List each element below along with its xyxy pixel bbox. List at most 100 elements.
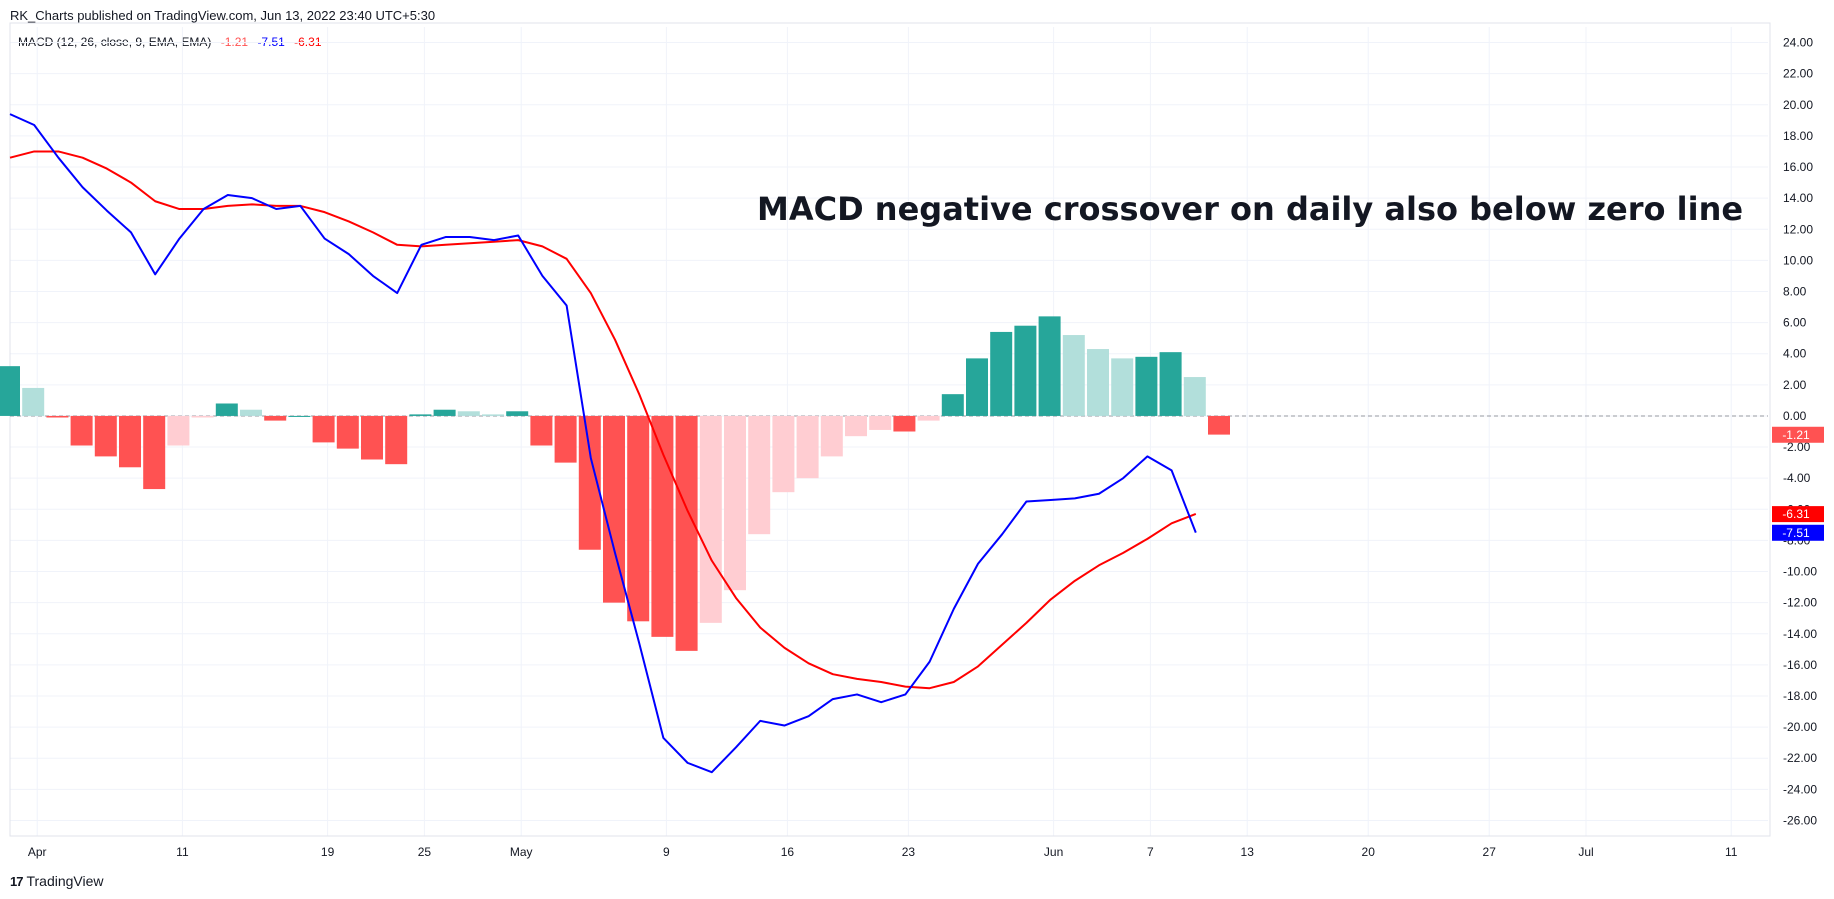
- histogram-bar: [482, 414, 504, 416]
- histogram-bar: [820, 415, 843, 457]
- macd-line: [9, 113, 1197, 774]
- signal-line: [9, 150, 1197, 690]
- x-tick-label: 25: [418, 845, 432, 859]
- x-tick-label: 11: [176, 845, 189, 859]
- histogram-bar: [70, 415, 93, 446]
- histogram-bar: [336, 415, 359, 449]
- y-tick-label: -4.00: [1783, 471, 1811, 485]
- histogram-bar: [869, 415, 892, 430]
- histogram-bar: [796, 415, 819, 479]
- last-value-signal-bg: [1772, 506, 1824, 523]
- y-tick-label: 8.00: [1783, 284, 1807, 298]
- histogram-bar: [1062, 335, 1085, 416]
- y-tick-label: 2.00: [1783, 378, 1807, 392]
- x-tick-label: 27: [1483, 845, 1497, 859]
- histogram-bar: [1135, 356, 1158, 416]
- histogram-bar: [554, 415, 577, 463]
- histogram-bar: [530, 415, 553, 446]
- last-value-histogram-bg: [1772, 426, 1824, 443]
- legend-signal-value: -6.31: [294, 35, 322, 49]
- tradingview-logo-icon: 17: [10, 873, 24, 889]
- y-tick-label: 14.00: [1783, 191, 1813, 205]
- histogram-bar: [845, 415, 867, 437]
- chart-annotation: MACD negative crossover on daily also be…: [757, 190, 1743, 228]
- x-tick-label: May: [510, 845, 533, 859]
- y-tick-label: 10.00: [1783, 253, 1813, 267]
- x-tick-label: 16: [781, 845, 795, 859]
- histogram-bar: [240, 409, 262, 416]
- histogram-bar: [1038, 316, 1061, 416]
- histogram-bar: [603, 415, 625, 603]
- histogram-bar: [772, 415, 795, 493]
- x-tick-label: 9: [663, 845, 670, 859]
- y-tick-label: 24.00: [1783, 36, 1813, 50]
- histogram-bar: [627, 415, 650, 622]
- x-tick-label: Apr: [28, 845, 47, 859]
- footer: 17 TradingView: [10, 873, 104, 889]
- histogram-bar: [22, 387, 45, 416]
- y-tick-label: 22.00: [1783, 67, 1813, 81]
- y-tick-label: -14.00: [1783, 627, 1817, 641]
- histogram-bar: [361, 415, 383, 460]
- y-tick-label: -2.00: [1783, 440, 1811, 454]
- x-tick-label: 23: [902, 845, 916, 859]
- footer-brand: TradingView: [26, 873, 104, 889]
- histogram-bar: [409, 414, 432, 416]
- x-tick-label: 7: [1147, 845, 1154, 859]
- y-tick-label: 4.00: [1783, 347, 1807, 361]
- y-tick-label: -12.00: [1783, 596, 1817, 610]
- x-tick-label: Jul: [1578, 845, 1593, 859]
- histogram-bar: [748, 415, 771, 535]
- histogram-bar: [264, 415, 287, 421]
- x-tick-label: 20: [1362, 845, 1376, 859]
- histogram-bar: [578, 415, 601, 550]
- y-tick-label: 12.00: [1783, 222, 1813, 236]
- last-value-macd: -7.51: [1782, 526, 1810, 540]
- histogram-bar: [167, 415, 190, 446]
- x-tick-label: 19: [321, 845, 335, 859]
- histogram-bar: [312, 415, 335, 443]
- x-tick-label: 11: [1725, 845, 1738, 859]
- indicator-legend[interactable]: MACD (12, 26, close, 9, EMA, EMA) -1.21 …: [18, 35, 322, 49]
- histogram-bar: [1014, 325, 1037, 416]
- histogram-bar: [1183, 377, 1206, 416]
- y-tick-label: 20.00: [1783, 98, 1813, 112]
- histogram-bar: [143, 415, 166, 490]
- histogram-bar: [506, 411, 529, 416]
- x-tick-label: Jun: [1044, 845, 1063, 859]
- histogram-bar: [94, 415, 117, 457]
- histogram-bar: [215, 403, 238, 416]
- legend-histogram-value: -1.21: [220, 35, 249, 49]
- histogram-bar: [699, 415, 722, 623]
- y-tick-label: -10.00: [1783, 565, 1817, 579]
- y-tick-label: -18.00: [1783, 689, 1817, 703]
- histogram-bar: [433, 409, 456, 416]
- y-tick-label: 18.00: [1783, 129, 1813, 143]
- histogram-bar: [119, 415, 141, 468]
- histogram-bar: [385, 415, 408, 465]
- last-value-macd-bg: [1772, 524, 1824, 541]
- histogram-bar: [990, 331, 1013, 416]
- legend-macd-value: -7.51: [257, 35, 285, 49]
- histogram-bar: [941, 394, 964, 416]
- histogram-bar: [893, 415, 916, 432]
- y-tick-label: -16.00: [1783, 658, 1817, 672]
- y-tick-label: -26.00: [1783, 813, 1817, 827]
- histogram-bar: [1208, 415, 1230, 435]
- x-tick-label: 13: [1241, 845, 1255, 859]
- histogram-bar: [1087, 349, 1109, 416]
- histogram-bar: [46, 415, 69, 418]
- y-tick-label: 6.00: [1783, 316, 1807, 330]
- histogram-bar: [288, 415, 311, 417]
- histogram-bar: [191, 415, 214, 418]
- histogram-bar: [724, 415, 746, 591]
- histogram-bar: [917, 415, 940, 421]
- histogram-bar: [1111, 358, 1134, 416]
- last-value-signal: -6.31: [1782, 507, 1810, 521]
- histogram-bar: [1159, 352, 1182, 416]
- y-tick-label: 0.00: [1783, 409, 1807, 423]
- histogram-bar: [675, 415, 698, 651]
- histogram-bar: [966, 358, 988, 416]
- histogram-bar: [0, 366, 20, 416]
